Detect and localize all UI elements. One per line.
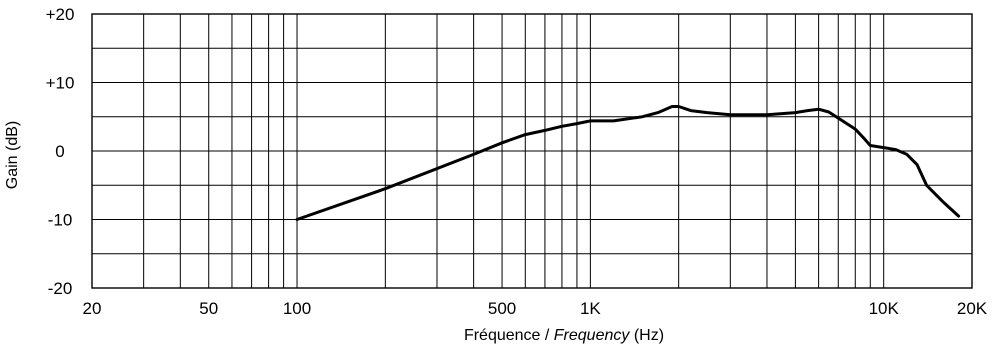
x-tick-label: 20K (957, 299, 988, 318)
y-tick-label: +20 (46, 5, 75, 24)
y-tick-label: -20 (48, 279, 73, 298)
series-layer (295, 105, 961, 221)
x-axis-label-fr: Fréquence / (464, 327, 554, 344)
series-line-0 (295, 105, 961, 221)
y-tick-label: +10 (46, 74, 75, 93)
x-tick-label: 50 (199, 299, 218, 318)
y-tick-labels: +20 +10 0 -10 -20 (46, 5, 75, 298)
y-tick-label: 0 (55, 142, 64, 161)
grid-lines (92, 14, 972, 288)
x-tick-label: 10K (869, 299, 900, 318)
plot-frame (91, 13, 973, 289)
x-tick-label: 100 (283, 299, 311, 318)
x-tick-labels: 20 50 100 500 1K 10K 20K (83, 299, 988, 318)
x-tick-label: 20 (83, 299, 102, 318)
x-tick-label: 1K (580, 299, 601, 318)
x-axis-label-en: Frequency (554, 327, 631, 344)
x-tick-label: 500 (488, 299, 516, 318)
y-axis-label: Gain (dB) (4, 121, 21, 189)
x-axis-label: Fréquence / Frequency (Hz) (464, 327, 664, 344)
x-axis-label-unit: (Hz) (629, 327, 664, 344)
y-tick-label: -10 (48, 211, 73, 230)
